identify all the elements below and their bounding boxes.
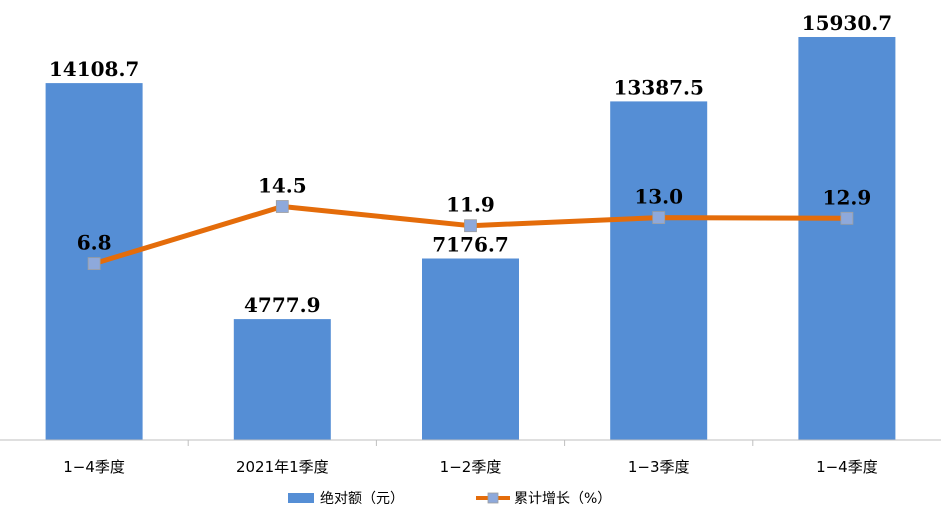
bar-3: [610, 101, 708, 441]
bar-label-0: 14108.7: [49, 57, 139, 81]
x-tick-label-2: 1−2季度: [440, 458, 502, 476]
line-label-2: 11.9: [446, 193, 495, 217]
x-tick-label-3: 1−3季度: [628, 458, 690, 476]
line-marker-4: [840, 211, 854, 225]
line-marker-3: [652, 211, 666, 225]
x-tick-label-0: 1−4季度: [63, 458, 125, 476]
bar-label-2: 7176.7: [432, 233, 509, 257]
legend-line-marker: [487, 492, 499, 504]
x-tick-label-4: 1−4季度: [816, 458, 878, 476]
line-marker-2: [464, 219, 477, 233]
bar-label-1: 4777.9: [244, 293, 321, 317]
bar-2: [422, 258, 519, 440]
x-axis-ticks: 1−4季度 2021年1季度 1−2季度 1−3季度 1−4季度: [63, 440, 878, 476]
line-label-3: 13.0: [634, 185, 683, 209]
x-tick-label-1: 2021年1季度: [236, 458, 329, 476]
bar-label-3: 13387.5: [613, 75, 703, 99]
legend-bar-swatch: [288, 493, 314, 503]
bar-1: [233, 319, 331, 440]
bar-label-4: 15930.7: [802, 11, 892, 35]
line-series: [87, 200, 854, 271]
bar-data-labels: 14108.7 4777.9 7176.7 13387.5 15930.7: [49, 11, 892, 317]
legend-bar-label: 绝对额（元）: [320, 491, 404, 507]
legend: 绝对额（元） 累计增长（%）: [288, 491, 611, 507]
line-marker-0: [87, 257, 101, 271]
bar-4: [798, 37, 896, 440]
line-data-labels: 6.8 14.5 11.9 13.0 12.9: [77, 174, 872, 255]
line-label-1: 14.5: [258, 174, 307, 198]
line-label-4: 12.9: [823, 185, 872, 209]
line-marker-1: [275, 200, 289, 213]
bar-series: [45, 37, 896, 441]
legend-line-label: 累计增长（%）: [514, 491, 611, 507]
line-label-0: 6.8: [77, 231, 112, 255]
